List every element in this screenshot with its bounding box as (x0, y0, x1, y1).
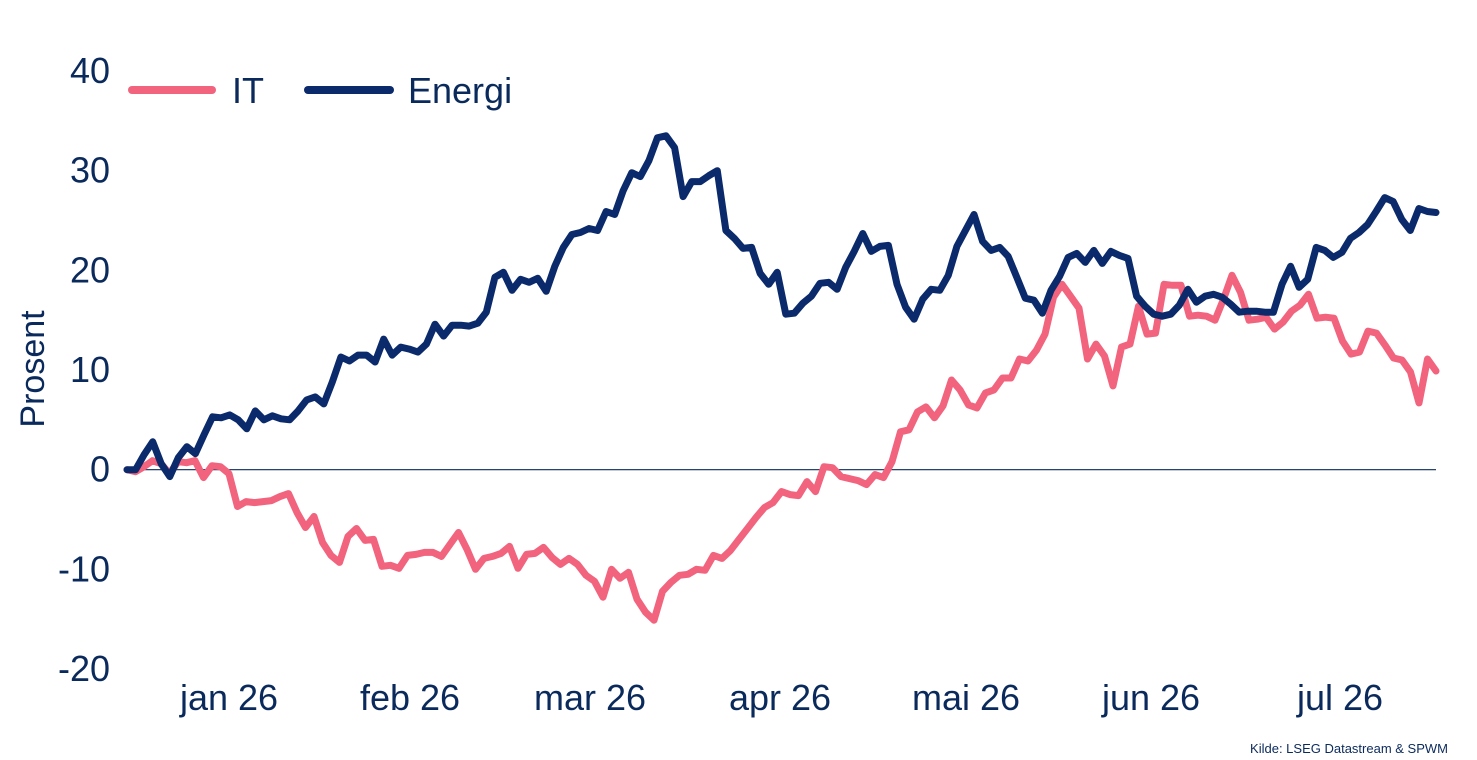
y-axis-ticks: -20 -10 0 10 20 30 40 (58, 50, 110, 689)
y-tick-label: -10 (58, 548, 110, 589)
series-line-it (123, 271, 1440, 624)
x-tick-label: apr 26 (729, 677, 831, 718)
x-tick-label: mar 26 (534, 677, 646, 718)
x-axis-ticks: jan 26 feb 26 mar 26 apr 26 mai 26 jun 26 jul … (179, 677, 1383, 718)
y-tick-label: 40 (70, 50, 110, 91)
y-axis-title: Prosent (14, 310, 52, 428)
legend-label-it: IT (232, 70, 264, 111)
x-tick-label: jun 26 (1101, 677, 1200, 718)
x-tick-label: jan 26 (179, 677, 278, 718)
y-tick-label: 0 (90, 449, 110, 490)
legend-label-energi: Energi (408, 70, 512, 111)
x-tick-label: feb 26 (360, 677, 460, 718)
y-tick-label: -20 (58, 648, 110, 689)
series-line-energi (123, 132, 1440, 481)
y-tick-label: 10 (70, 349, 110, 390)
legend: IT Energi (128, 70, 512, 111)
source-note: Kilde: LSEG Datastream & SPWM (1250, 741, 1448, 756)
y-tick-label: 20 (70, 249, 110, 290)
y-tick-label: 30 (70, 150, 110, 191)
x-tick-label: mai 26 (912, 677, 1020, 718)
x-tick-label: jul 26 (1296, 677, 1383, 718)
series-lines (123, 132, 1440, 624)
